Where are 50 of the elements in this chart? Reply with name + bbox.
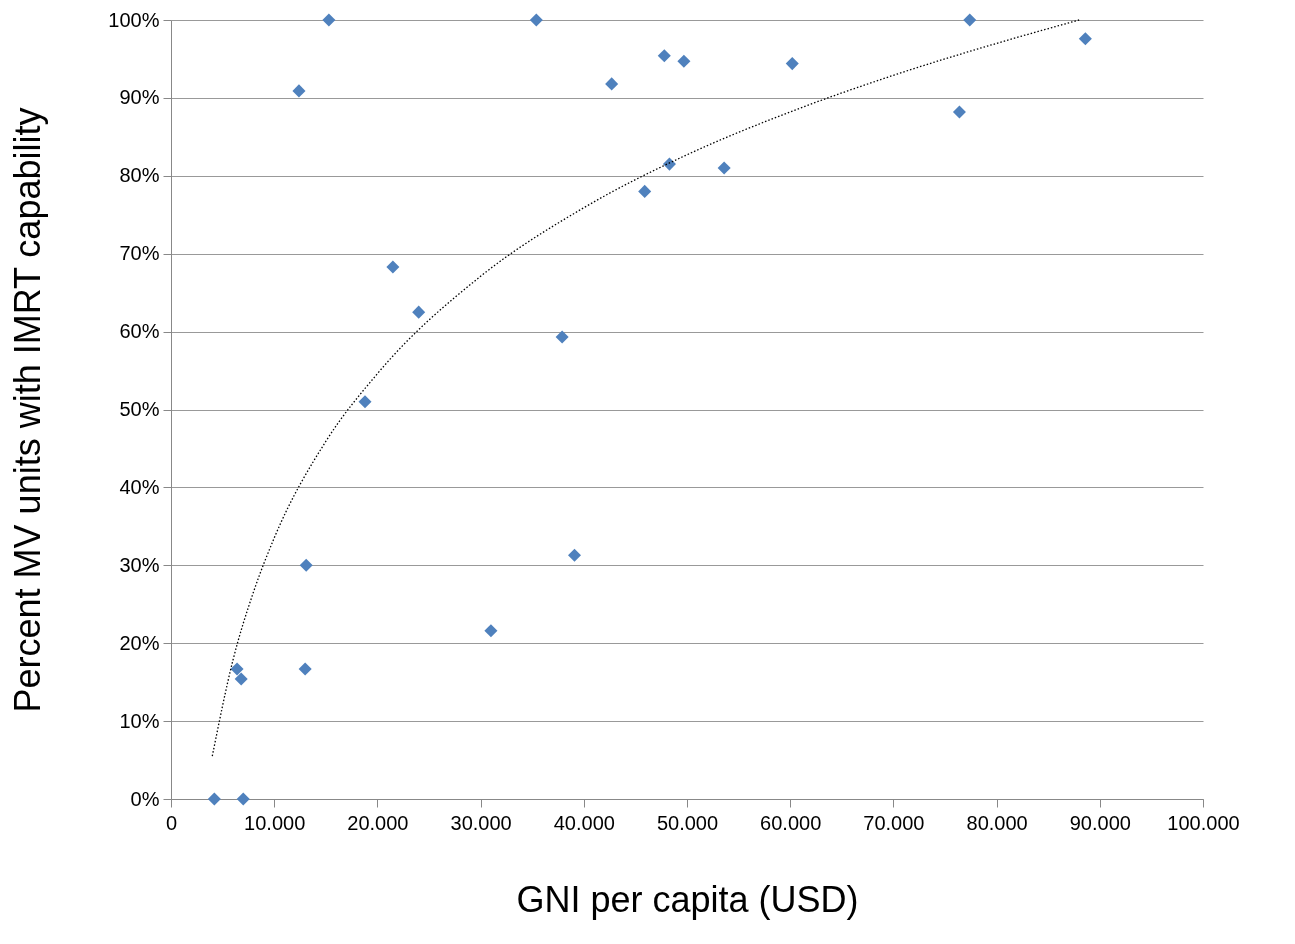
- x-tick-label: 90.000: [1069, 811, 1131, 834]
- point: [963, 13, 977, 27]
- x-tick-label: 30.000: [450, 811, 512, 834]
- point: [657, 49, 671, 63]
- y-tick-label: 10%: [119, 709, 160, 732]
- point: [358, 395, 372, 409]
- point: [567, 548, 582, 562]
- point: [299, 558, 313, 572]
- point: [1078, 32, 1092, 46]
- x-tick-label: 50.000: [656, 811, 719, 834]
- point: [717, 161, 731, 175]
- y-tick-label: 50%: [119, 398, 160, 420]
- point: [785, 57, 799, 71]
- point: [322, 13, 336, 27]
- x-axis-title: GNI per capita (USD): [516, 878, 859, 920]
- point: [386, 260, 400, 274]
- x-tick-label: 70.000: [863, 811, 925, 834]
- point: [484, 624, 498, 638]
- y-tick-label: 70%: [119, 242, 160, 265]
- point: [952, 105, 966, 119]
- y-tick-label: 100%: [108, 8, 160, 31]
- point: [298, 662, 312, 676]
- point: [677, 54, 691, 68]
- y-tick-label: 20%: [119, 631, 160, 654]
- x-tick-label: 10.000: [244, 811, 306, 834]
- point: [234, 672, 248, 686]
- y-tick-label: 0%: [130, 787, 160, 810]
- point: [638, 184, 652, 198]
- x-tick-label: 100.000: [1167, 811, 1240, 834]
- y-tick-label: 60%: [119, 320, 160, 343]
- y-tick-label: 80%: [119, 164, 160, 187]
- point: [236, 792, 250, 806]
- point: [529, 13, 543, 27]
- x-tick-label: 80.000: [966, 811, 1028, 834]
- line-series: [211, 19, 1080, 757]
- x-tick-label: 0: [165, 811, 178, 834]
- x-tick-label: 20.000: [347, 811, 409, 834]
- point: [605, 77, 619, 91]
- point: [207, 792, 221, 806]
- x-tick-label: 60.000: [760, 811, 822, 834]
- point: [292, 84, 306, 98]
- y-tick-label: 90%: [119, 86, 160, 109]
- point: [230, 662, 244, 676]
- x-tick-label: 40.000: [553, 811, 615, 834]
- point: [662, 157, 676, 171]
- y-tick-label: 40%: [119, 475, 160, 498]
- y-tick-label: 30%: [119, 553, 160, 576]
- y-axis-title: Percent MV units with IMRT capability: [7, 107, 49, 713]
- point: [555, 330, 569, 344]
- point: [412, 305, 426, 319]
